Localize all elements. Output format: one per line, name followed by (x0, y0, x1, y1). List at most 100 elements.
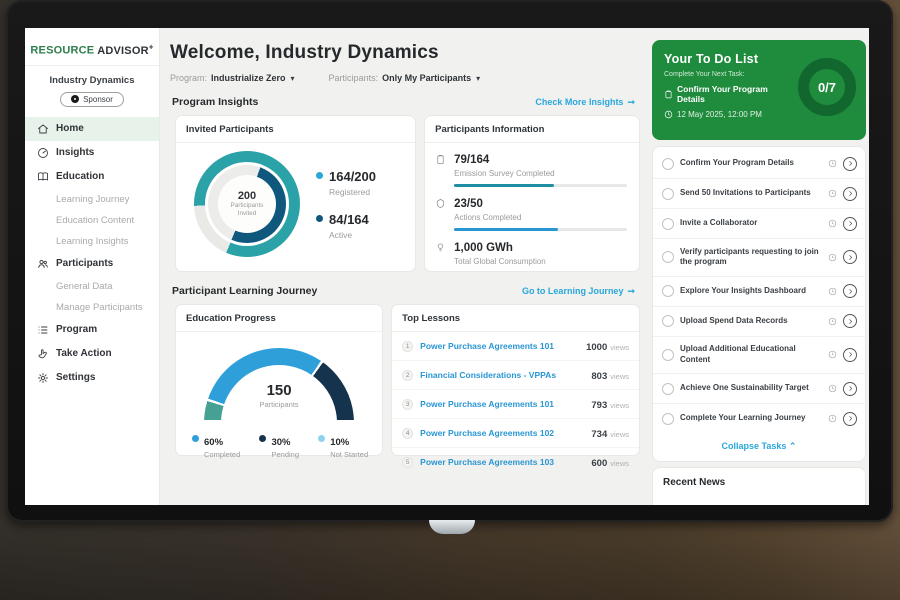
sponsor-icon (71, 95, 80, 104)
participants-information-card: Participants Information 79/164 Emission… (424, 115, 640, 272)
participants-filter[interactable]: Participants: Only My Participants ▾ (329, 73, 481, 83)
task-chevron-button[interactable] (843, 314, 857, 329)
program-insights-header: Program Insights Check More Insights ➞ (170, 96, 640, 108)
top-lessons-title: Top Lessons (392, 305, 639, 332)
sidebar-item-label: Home (56, 123, 84, 135)
todo-next-task: Confirm Your Program Details (664, 84, 798, 104)
sidebar-item-manage-participants[interactable]: Manage Participants (56, 301, 143, 313)
invited-participants-title: Invited Participants (176, 116, 416, 143)
clock-icon (828, 317, 837, 325)
sidebar-item-settings[interactable]: Settings (25, 366, 159, 390)
sidebar-item-insights[interactable]: Insights (25, 141, 159, 165)
task-checkbox[interactable] (662, 348, 674, 361)
task-checkbox[interactable] (662, 285, 674, 298)
task-checkbox[interactable] (662, 412, 674, 425)
task-chevron-button[interactable] (843, 347, 857, 362)
legend-not-started: 10% Not Started (318, 432, 368, 459)
gauge-legend: 60% Completed 30% Pending 10% Not Starte… (176, 420, 382, 459)
clock-icon (828, 159, 837, 168)
task-checkbox[interactable] (662, 157, 674, 170)
task-checkbox[interactable] (662, 217, 674, 230)
take-action-icon (38, 348, 47, 358)
sidebar: RESOURCE ADVISOR+ Industry Dynamics Spon… (25, 28, 160, 505)
task-achieve-sustainability-target[interactable]: Achieve One Sustainability Target (653, 374, 865, 405)
recent-news-title: Recent News (663, 477, 726, 489)
task-upload-educational-content[interactable]: Upload Additional Educational Content (653, 337, 865, 375)
task-label: Verify participants requesting to join t… (680, 246, 819, 267)
education-icon (38, 172, 48, 181)
program-filter[interactable]: Program: Industrialize Zero ▾ (170, 73, 295, 83)
sidebar-item-home[interactable]: Home (25, 116, 159, 141)
task-label: Upload Spend Data Records (680, 315, 788, 325)
lesson-link[interactable]: Financial Considerations - VPPAs (420, 370, 557, 380)
registered-dot-icon (316, 172, 323, 179)
settings-icon (38, 372, 48, 383)
program-icon (38, 326, 48, 334)
rank-badge: 3 (402, 398, 414, 410)
arrow-right-icon: ➞ (627, 285, 635, 296)
task-explore-insights[interactable]: Explore Your Insights Dashboard (653, 277, 865, 307)
bulb-icon (437, 243, 444, 252)
task-checkbox[interactable] (662, 382, 674, 395)
sidebar-item-education[interactable]: Education (25, 165, 159, 189)
task-chevron-button[interactable] (843, 411, 857, 426)
sidebar-item-label: Participants (56, 258, 114, 270)
app-logo: RESOURCE ADVISOR+ (25, 38, 159, 66)
task-upload-spend-data[interactable]: Upload Spend Data Records (653, 307, 865, 337)
check-more-insights-link[interactable]: Check More Insights ➞ (535, 96, 635, 108)
lesson-link[interactable]: Power Purchase Agreements 101 (420, 399, 555, 409)
go-to-learning-journey-link[interactable]: Go to Learning Journey ➞ (521, 285, 635, 297)
lesson-link[interactable]: Power Purchase Agreements 101 (420, 341, 555, 351)
todo-subtitle: Complete Your Next Task: (664, 71, 745, 78)
sidebar-item-take-action[interactable]: Take Action (25, 342, 159, 366)
task-complete-learning-journey[interactable]: Complete Your Learning Journey (653, 404, 865, 433)
sidebar-item-participants[interactable]: Participants (25, 252, 159, 276)
task-send-invitations[interactable]: Send 50 Invitations to Participants (653, 179, 865, 209)
recent-news-card: Recent News (652, 467, 866, 505)
education-progress-title: Education Progress (176, 305, 383, 332)
task-chevron-button[interactable] (843, 284, 857, 299)
chevron-right-icon (848, 318, 852, 324)
clock-icon (828, 219, 837, 228)
rank-badge: 4 (402, 427, 414, 439)
todo-progress-value: 0/7 (817, 79, 837, 95)
sidebar-item-program[interactable]: Program (25, 318, 159, 342)
sidebar-item-general-data[interactable]: General Data (56, 280, 113, 292)
logo-advisor: ADVISOR+ (97, 42, 154, 57)
todo-task-list: Confirm Your Program Details Send 50 Inv… (652, 146, 866, 463)
survey-icon (437, 155, 444, 164)
top-lessons-card: Top Lessons 1 Power Purchase Agreements … (391, 304, 640, 469)
logo-resource: RESOURCE (30, 44, 95, 57)
sidebar-item-learning-journey[interactable]: Learning Journey (56, 193, 130, 205)
clock-icon (828, 385, 837, 393)
sidebar-item-label: Take Action (56, 348, 112, 360)
lesson-link[interactable]: Power Purchase Agreements 103 (420, 457, 555, 467)
task-invite-collaborator[interactable]: Invite a Collaborator (653, 209, 865, 239)
collapse-tasks-button[interactable]: Collapse Tasks ⌃ (721, 441, 797, 452)
donut-center-value: 200 (237, 189, 257, 202)
sponsor-badge[interactable]: Sponsor (60, 91, 124, 107)
todo-due-date: 12 May 2025, 12:00 PM (664, 110, 798, 119)
learning-cards-row: Education Progress 150 Participants 60% (170, 304, 640, 469)
task-checkbox[interactable] (662, 315, 674, 328)
lesson-link[interactable]: Power Purchase Agreements 102 (420, 428, 555, 438)
clock-icon (664, 110, 673, 119)
task-checkbox[interactable] (662, 187, 674, 200)
insights-icon (38, 147, 48, 158)
task-chevron-button[interactable] (843, 250, 857, 265)
task-confirm-program-details[interactable]: Confirm Your Program Details (653, 149, 865, 179)
sidebar-item-label: Education (56, 171, 105, 183)
lesson-row: 4 Power Purchase Agreements 102 734 views (392, 419, 639, 448)
task-chevron-button[interactable] (843, 186, 857, 201)
task-chevron-button[interactable] (843, 381, 857, 396)
gauge-center-value: 150 (266, 382, 292, 399)
org-name: Industry Dynamics (49, 74, 135, 86)
task-chevron-button[interactable] (843, 216, 857, 231)
sidebar-item-learning-insights[interactable]: Learning Insights (56, 235, 129, 247)
task-verify-participants[interactable]: Verify participants requesting to join t… (653, 239, 865, 277)
task-chevron-button[interactable] (843, 156, 857, 171)
task-checkbox[interactable] (662, 251, 674, 264)
legend-active: 84/164 Active (316, 211, 376, 240)
sidebar-nav: Home Insights Education Learning Journey… (25, 116, 159, 390)
sidebar-item-education-content[interactable]: Education Content (56, 214, 135, 226)
